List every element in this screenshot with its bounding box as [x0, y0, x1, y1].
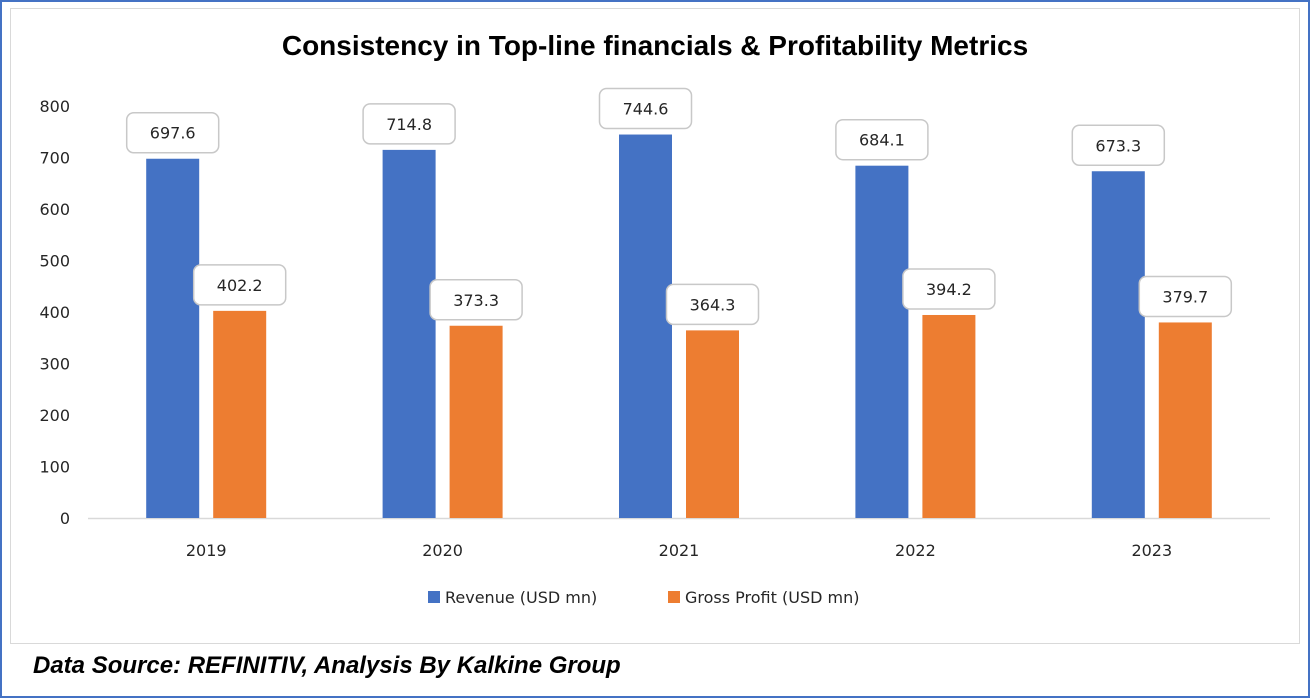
x-tick-label: 2021	[659, 541, 700, 560]
data-label-box	[665, 283, 760, 326]
y-tick-label: 300	[39, 355, 70, 374]
data-label-box	[125, 111, 220, 154]
data-label: 379.7	[1162, 287, 1208, 306]
y-tick-label: 100	[39, 458, 70, 477]
data-source-note: Data Source: REFINITIV, Analysis By Kalk…	[33, 652, 621, 679]
y-tick-label: 700	[39, 149, 70, 168]
y-tick-label: 800	[39, 97, 70, 116]
gross-profit-bar	[922, 314, 976, 518]
gross-profit-bar	[1158, 322, 1212, 518]
data-label: 373.3	[453, 291, 499, 310]
chart-title: Consistency in Top-line financials & Pro…	[281, 30, 1029, 61]
legend-swatch-gross-profit	[668, 591, 680, 603]
x-tick-label: 2022	[895, 541, 936, 560]
data-label: 684.1	[859, 131, 905, 150]
data-label: 697.6	[150, 124, 196, 143]
y-tick-label: 600	[39, 200, 70, 219]
data-label-box	[902, 268, 996, 310]
data-label-box	[429, 279, 523, 321]
data-label: 394.2	[926, 280, 972, 299]
data-label: 364.3	[690, 295, 736, 314]
legend-label-revenue: Revenue (USD mn)	[445, 588, 597, 607]
revenue-bar	[1091, 171, 1145, 519]
data-label-box	[192, 264, 287, 306]
data-label-box	[1138, 275, 1233, 318]
data-label-box	[598, 87, 693, 130]
y-tick-label: 500	[39, 252, 70, 271]
data-label-box	[1071, 124, 1166, 167]
gross-profit-bar	[449, 325, 503, 518]
y-tick-label: 0	[60, 509, 70, 528]
data-label-box	[835, 118, 929, 161]
x-tick-label: 2023	[1131, 541, 1172, 560]
y-tick-label: 400	[39, 303, 70, 322]
gross-profit-bar	[213, 310, 267, 518]
data-label: 673.3	[1095, 136, 1141, 155]
data-label-box	[362, 103, 456, 145]
revenue-bar	[855, 165, 909, 518]
legend-swatch-revenue	[428, 591, 440, 603]
data-label: 402.2	[217, 276, 263, 295]
revenue-bar	[382, 149, 436, 519]
gross-profit-bar	[686, 330, 739, 518]
legend-label-gross-profit: Gross Profit (USD mn)	[685, 588, 859, 607]
x-tick-label: 2019	[186, 541, 227, 560]
y-tick-label: 200	[39, 406, 70, 425]
x-tick-label: 2020	[422, 541, 463, 560]
revenue-bar	[619, 134, 672, 518]
revenue-bar	[146, 158, 200, 518]
data-label: 744.6	[623, 100, 669, 119]
data-label: 714.8	[386, 115, 432, 134]
